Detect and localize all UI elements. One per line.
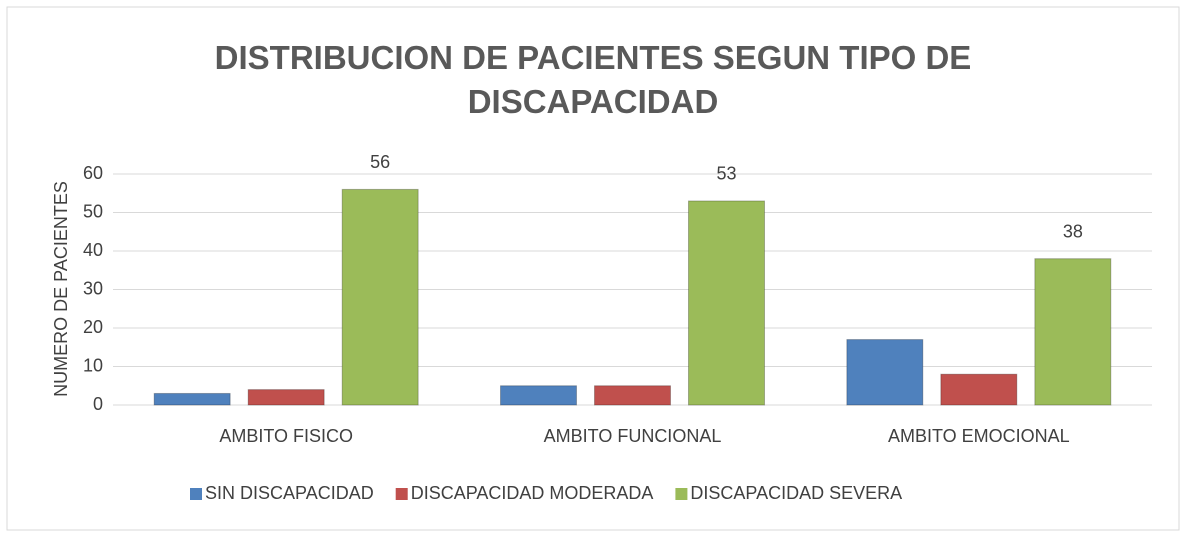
- x-tick-label: AMBITO EMOCIONAL: [888, 426, 1070, 446]
- legend-label: DISCAPACIDAD MODERADA: [411, 483, 654, 503]
- bar: [500, 385, 577, 406]
- bar: [846, 339, 924, 406]
- bar: [247, 389, 325, 406]
- legend-swatch: [395, 488, 408, 500]
- bar: [153, 392, 231, 406]
- bar: [940, 373, 1018, 406]
- y-tick-label: 30: [83, 278, 103, 298]
- legend-swatch: [190, 488, 202, 500]
- legend-swatch: [675, 488, 688, 500]
- y-axis-label: NUMERO DE PACIENTES: [51, 181, 71, 397]
- data-label: 56: [370, 152, 390, 172]
- x-tick-label: AMBITO FUNCIONAL: [544, 426, 722, 446]
- bar: [1034, 258, 1112, 406]
- x-tick-label: AMBITO FISICO: [219, 426, 353, 446]
- bar: [688, 200, 765, 406]
- legend-label: DISCAPACIDAD SEVERA: [690, 483, 902, 503]
- y-tick-label: 0: [93, 394, 103, 414]
- y-tick-label: 40: [83, 240, 103, 260]
- legend-label: SIN DISCAPACIDAD: [205, 483, 374, 503]
- bar: [594, 385, 671, 406]
- y-tick-label: 50: [83, 201, 103, 221]
- data-label: 53: [716, 164, 736, 184]
- bar: [341, 188, 419, 406]
- y-tick-label: 60: [83, 163, 103, 183]
- chart-border: [6, 6, 1180, 531]
- y-tick-label: 10: [83, 355, 103, 375]
- data-label: 38: [1063, 221, 1083, 241]
- chart-title: DISTRIBUCION DE PACIENTES SEGUN TIPO DE …: [214, 39, 972, 120]
- y-tick-label: 20: [83, 317, 103, 337]
